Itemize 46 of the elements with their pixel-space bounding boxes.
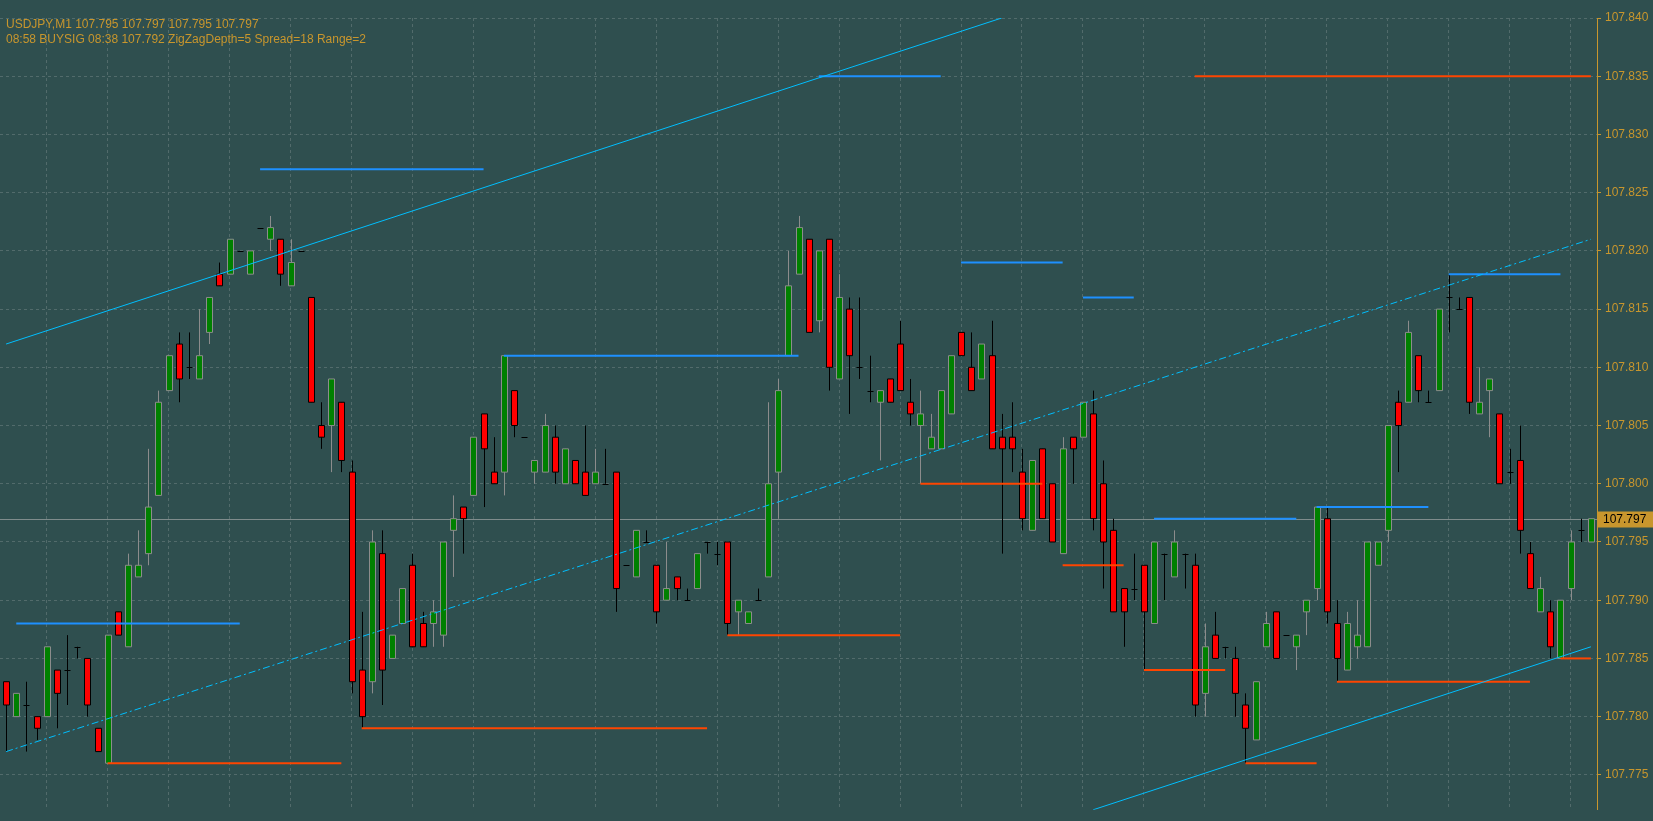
candlestick <box>318 401 325 450</box>
y-tick-label: 107.820 <box>1605 243 1649 258</box>
candlestick <box>684 588 691 601</box>
candlestick <box>23 681 30 753</box>
candlestick <box>1446 273 1453 333</box>
y-tick-label: 107.780 <box>1605 708 1649 723</box>
candlestick <box>714 541 721 566</box>
y-tick-label: 107.830 <box>1605 126 1649 141</box>
y-tick-label: 107.785 <box>1605 650 1649 665</box>
candlestick <box>267 215 274 252</box>
y-tick-label: 107.835 <box>1605 68 1649 83</box>
chart-title: USDJPY,M1 107.795 107.797 107.795 107.797 <box>6 17 259 32</box>
y-tick-label: 107.810 <box>1605 359 1649 374</box>
y-tick-label: 107.800 <box>1605 476 1649 491</box>
y-tick-label: 107.790 <box>1605 592 1649 607</box>
ref-line-label: 107.797 <box>1603 511 1647 526</box>
candlestick <box>1161 553 1168 601</box>
candlestick <box>1182 553 1189 590</box>
candlestick <box>64 634 71 706</box>
candlestick <box>887 378 894 403</box>
candlestick <box>1507 448 1514 485</box>
y-tick-label: 107.805 <box>1605 417 1649 432</box>
candlestick <box>755 588 762 601</box>
candlestick <box>1456 296 1463 310</box>
text: 08:58 BUYSIG 08:38 107.792 ZigZagDepth=5 Spread=18 Range=2 <box>6 32 367 47</box>
y-tick-label: 107.815 <box>1605 301 1649 316</box>
y-tick-label: 107.795 <box>1605 534 1649 549</box>
candlestick <box>430 599 437 648</box>
candlestick <box>531 459 538 485</box>
candlestick <box>1578 518 1585 543</box>
candlestick <box>663 541 670 601</box>
candlestick <box>1131 553 1138 601</box>
y-tick-label: 107.825 <box>1605 184 1649 199</box>
candlestick <box>1425 390 1432 403</box>
candlestick <box>34 716 41 741</box>
candlestick <box>856 296 863 380</box>
candlestick <box>704 541 711 555</box>
y-tick-label: 107.840 <box>1605 10 1649 25</box>
candlestick <box>602 448 609 485</box>
candlestick <box>877 390 884 461</box>
candlestick <box>867 355 874 403</box>
candlestick <box>643 529 650 543</box>
candlestick <box>450 494 457 578</box>
candlestick <box>186 331 193 380</box>
candlestick <box>247 250 254 275</box>
y-tick-label: 107.775 <box>1605 767 1649 782</box>
